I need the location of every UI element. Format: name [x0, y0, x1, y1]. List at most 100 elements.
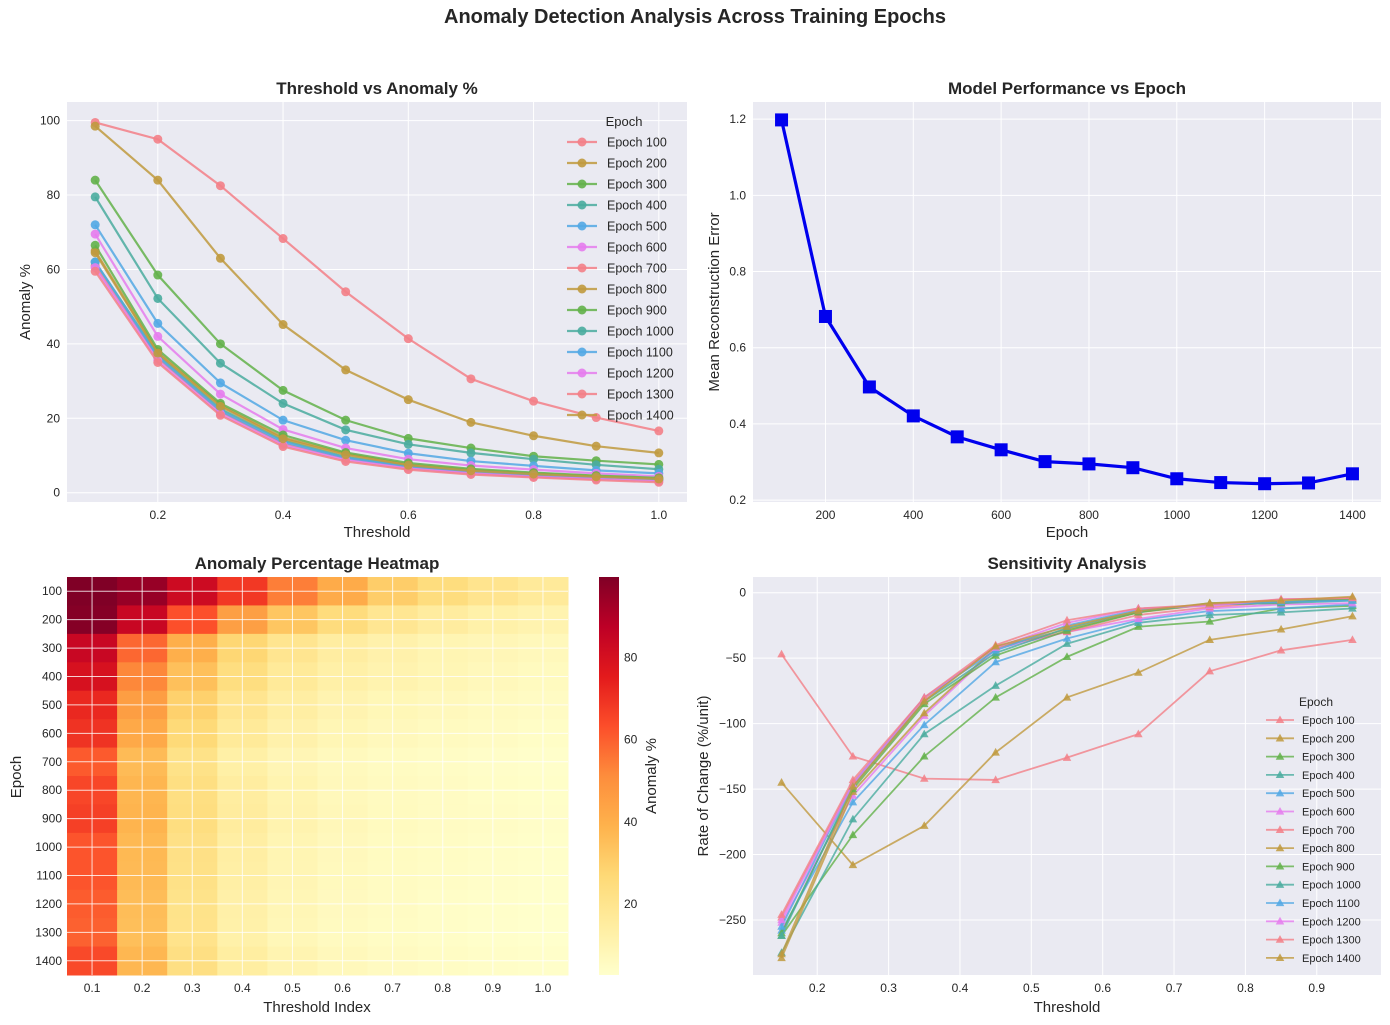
- data-point: [777, 922, 786, 930]
- legend-label: Epoch 1200: [1302, 916, 1361, 928]
- data-point: [1062, 615, 1072, 624]
- x-tick-label: 0.7: [384, 981, 401, 995]
- legend-item: Epoch 1100: [567, 346, 673, 360]
- y-tick-label: 1300: [35, 925, 62, 939]
- data-point: [153, 293, 163, 303]
- legend-title: Epoch: [606, 114, 643, 129]
- data-point: [991, 657, 1000, 666]
- data-point: [1082, 457, 1096, 471]
- anomaly-heatmap-chart: 0.1 0.2 0.3 0.4 0.5 0.6 0.7 0.8 0.9 1.0 100 200 300 4…: [8, 554, 660, 1016]
- legend-item: Epoch 200: [1266, 733, 1355, 745]
- data-point: [1170, 472, 1184, 486]
- data-point: [153, 175, 163, 185]
- data-point: [403, 460, 413, 470]
- legend-label: Epoch 600: [1302, 807, 1355, 819]
- data-point: [529, 431, 539, 441]
- y-tick-label: 1.2: [729, 112, 746, 126]
- x-tick-label: 0.1: [84, 981, 101, 995]
- data-point: [153, 357, 163, 367]
- legend-marker: [577, 326, 587, 336]
- data-point: [466, 374, 476, 384]
- y-tick-label: 1400: [35, 954, 62, 968]
- series-epoch-200: [90, 121, 664, 458]
- legend-marker: [577, 389, 587, 399]
- x-tick-label: 0.5: [1023, 981, 1040, 995]
- legend-label: Epoch 1000: [1302, 880, 1361, 892]
- data-point: [848, 814, 858, 823]
- data-point: [529, 396, 539, 406]
- data-point: [153, 331, 163, 341]
- data-point: [90, 192, 100, 202]
- data-point: [654, 474, 664, 484]
- x-tick-label: 0.8: [434, 981, 451, 995]
- data-point: [991, 747, 1000, 756]
- data-point: [848, 751, 858, 760]
- legend-marker: [1275, 880, 1285, 888]
- legend-marker: [577, 221, 587, 231]
- y-tick-label: 900: [42, 812, 62, 826]
- legend-marker: [1275, 715, 1285, 724]
- data-point: [215, 401, 225, 411]
- legend-item: Epoch 400: [567, 199, 667, 213]
- data-point: [777, 915, 786, 924]
- legend-item: Epoch 300: [1266, 752, 1355, 764]
- legend-marker: [577, 137, 587, 147]
- data-point: [848, 775, 858, 784]
- data-point: [1348, 635, 1357, 643]
- legend-item: Epoch 800: [1266, 843, 1355, 855]
- data-point: [153, 270, 163, 280]
- data-point: [403, 395, 413, 405]
- data-point: [777, 949, 786, 958]
- y-tick-label: 200: [42, 613, 62, 627]
- legend-marker: [1275, 861, 1285, 870]
- series-epoch-100: [777, 635, 1357, 784]
- legend-item: Epoch 100: [567, 136, 667, 150]
- legend-marker: [1275, 825, 1285, 833]
- legend-label: Epoch 400: [1302, 770, 1355, 782]
- legend-label: Epoch 300: [1302, 752, 1355, 764]
- x-tick-label: 0.9: [1308, 981, 1325, 995]
- data-point: [1126, 461, 1140, 475]
- x-tick-label: 1200: [1251, 508, 1278, 522]
- axis-ticks: 0.2 0.3 0.4 0.5 0.6 0.7 0.8 0.9 0 −50 −100 −150 −200…: [719, 586, 1325, 995]
- legend-label: Epoch 200: [607, 157, 667, 171]
- legend-marker: [1275, 752, 1285, 760]
- data-point: [1276, 596, 1286, 604]
- y-tick-label: 700: [42, 755, 62, 769]
- y-tick-label: 500: [42, 698, 62, 712]
- axis-ticks: 0.1 0.2 0.3 0.4 0.5 0.6 0.7 0.8 0.9 1.0 100 200 300 4…: [35, 584, 551, 995]
- data-point: [1348, 603, 1357, 612]
- y-tick-label: 1.0: [729, 188, 746, 202]
- colorbar-ticks: 20 40 60 80: [624, 650, 638, 911]
- data-point: [919, 708, 929, 717]
- series-line: [94, 270, 659, 484]
- legend-item: Epoch 700: [1266, 825, 1355, 837]
- chart-title: Anomaly Percentage Heatmap: [195, 554, 440, 573]
- legend-label: Epoch 200: [1302, 733, 1355, 745]
- plot-area: [67, 102, 687, 502]
- data-point: [1205, 617, 1215, 625]
- legend-item: Epoch 600: [1266, 807, 1355, 819]
- x-axis-label: Epoch: [1046, 524, 1089, 541]
- y-tick-label: 80: [47, 188, 61, 202]
- chart-title: Threshold vs Anomaly %: [276, 79, 478, 98]
- data-point: [215, 389, 225, 399]
- data-point: [466, 466, 476, 476]
- x-tick-label: 1.0: [535, 981, 552, 995]
- data-point: [341, 456, 351, 466]
- sensitivity-analysis-chart: 0.2 0.3 0.4 0.5 0.6 0.7 0.8 0.9 0 −50 −100 −150 −200…: [695, 554, 1381, 1016]
- legend-marker: [1275, 953, 1285, 962]
- x-tick-label: 0.8: [525, 508, 542, 522]
- legend-label: Epoch 900: [607, 304, 667, 318]
- x-tick-label: 200: [815, 508, 835, 522]
- y-axis-label: Anomaly %: [17, 264, 34, 340]
- data-point: [848, 860, 858, 869]
- data-point: [1276, 603, 1286, 612]
- x-tick-label: 1000: [1163, 508, 1190, 522]
- data-point: [1276, 607, 1286, 616]
- data-point: [90, 229, 100, 239]
- data-point: [1348, 611, 1357, 620]
- x-axis-label: Threshold: [344, 524, 411, 541]
- data-point: [591, 472, 601, 482]
- data-point: [1038, 455, 1052, 469]
